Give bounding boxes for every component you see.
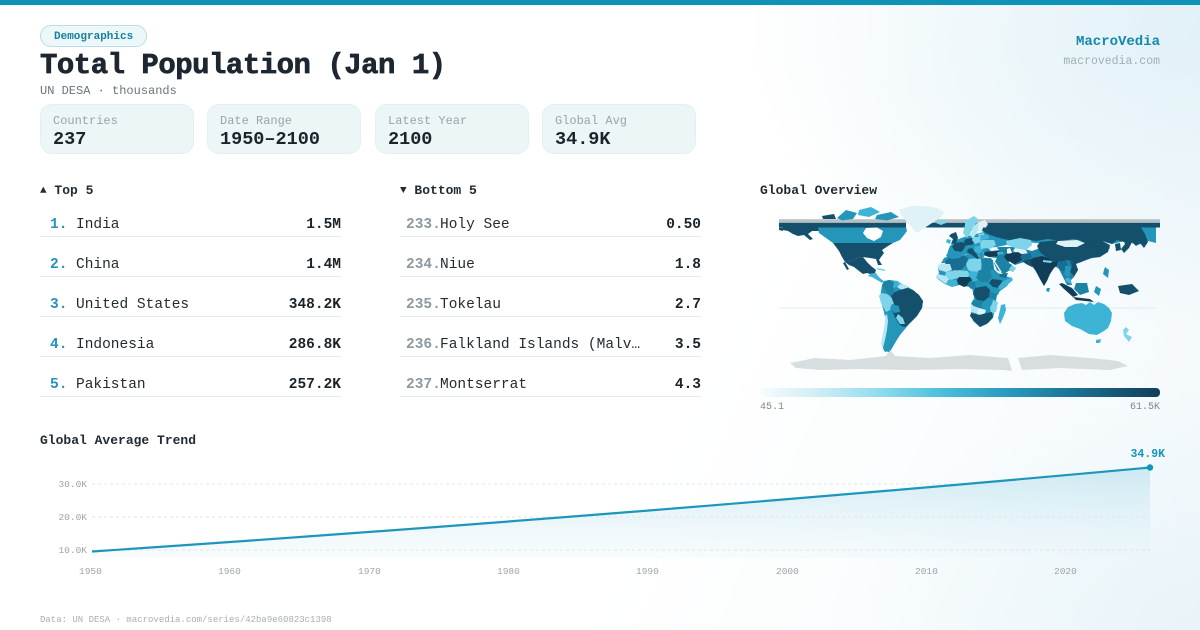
svg-text:34.9K: 34.9K <box>1130 448 1165 461</box>
